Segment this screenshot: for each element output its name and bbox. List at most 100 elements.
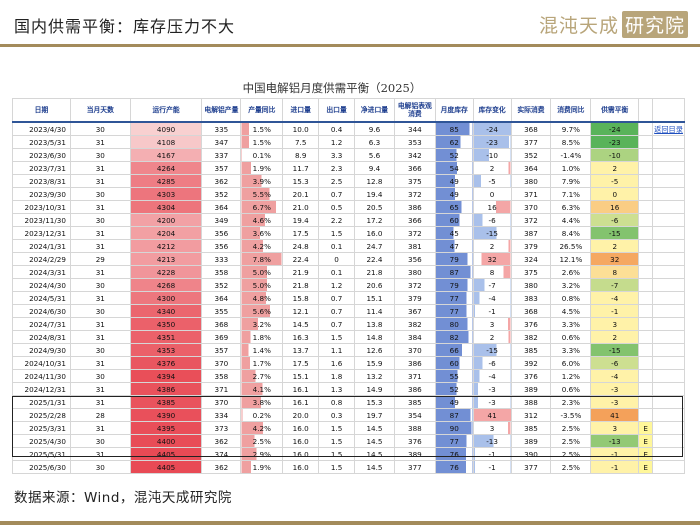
table-cell: 2025/4/30 — [12, 434, 71, 448]
header-rule — [0, 44, 700, 47]
table-cell: 2 — [590, 161, 640, 175]
table-cell: 79 — [434, 252, 474, 266]
table-cell: 31 — [69, 239, 131, 253]
table-cell: 30 — [69, 369, 131, 383]
table-cell: 1.2 — [318, 278, 356, 292]
table-cell: 386 — [393, 382, 436, 396]
table-cell: 2 — [472, 161, 512, 175]
table-cell: 28 — [69, 408, 131, 422]
table-row: 2025/5/31 31 4405 374 2.9% 16.0 1.5 14.5 389 76 -1… — [12, 447, 685, 461]
table-cell: -1 — [472, 460, 512, 474]
table-cell: 0.6% — [550, 382, 592, 396]
table-cell: 1.2 — [318, 135, 356, 149]
table-cell — [638, 369, 654, 383]
table-cell: 4167 — [129, 148, 203, 162]
table-cell: 0.1 — [318, 239, 356, 253]
table-cell: 30 — [69, 434, 131, 448]
table-cell: 62 — [434, 135, 474, 149]
table-cell: 0 — [318, 252, 356, 266]
table-cell-blank — [652, 291, 685, 305]
table-cell: 370 — [393, 343, 436, 357]
table-cell: 362 — [201, 434, 242, 448]
table-cell: 4108 — [129, 135, 203, 149]
table-cell: 4400 — [129, 434, 203, 448]
table-cell: 1.1 — [318, 343, 356, 357]
table-cell: 1.5 — [318, 447, 356, 461]
back-to-contents-link[interactable]: 返回目录 — [652, 121, 685, 136]
table-cell: 3 — [472, 317, 512, 331]
table-cell: 374 — [201, 447, 242, 461]
table-cell: -6 — [590, 356, 640, 370]
table-cell: 12.1 — [282, 304, 320, 318]
table-cell: 373 — [201, 421, 242, 435]
table-cell: 2.5% — [550, 434, 592, 448]
table-cell: 0.8% — [550, 291, 592, 305]
table-cell: 368 — [510, 121, 552, 136]
table-cell: 4285 — [129, 174, 203, 188]
table-cell: 31 — [69, 382, 131, 396]
table-cell: 4264 — [129, 161, 203, 175]
table-cell: 2.5% — [240, 434, 284, 448]
table-cell: 1.3 — [318, 382, 356, 396]
table-cell-blank — [652, 382, 685, 396]
table-cell — [638, 291, 654, 305]
table-cell: 31 — [69, 200, 131, 214]
table-cell-blank — [652, 200, 685, 214]
table-cell-blank — [652, 408, 685, 422]
table-cell: 10.0 — [282, 121, 320, 136]
table-cell: -4 — [472, 291, 512, 305]
table-cell: 2023/9/30 — [12, 187, 71, 201]
table-cell: 2023/4/30 — [12, 121, 71, 136]
table-cell — [638, 187, 654, 201]
table-cell: 49 — [434, 187, 474, 201]
table-cell-blank — [652, 434, 685, 448]
table-cell-blank — [652, 265, 685, 279]
table-cell: 2.5 — [318, 174, 356, 188]
table-cell: 2.5% — [550, 421, 592, 435]
table-cell: 13.8 — [354, 317, 395, 331]
table-cell: 1.5% — [240, 121, 284, 136]
column-header-blank — [638, 98, 654, 123]
table-cell: 9.7% — [550, 121, 592, 136]
table-cell: 31 — [69, 226, 131, 240]
table-cell: 385 — [510, 421, 552, 435]
table-cell: 80 — [434, 317, 474, 331]
table-cell: 4395 — [129, 421, 203, 435]
table-cell: 87 — [434, 265, 474, 279]
table-cell: 4405 — [129, 447, 203, 461]
table-cell: 6.3 — [354, 135, 395, 149]
table-cell-blank — [652, 187, 685, 201]
table-cell-blank — [652, 239, 685, 253]
table-cell: -15 — [590, 226, 640, 240]
table-cell: 356 — [201, 239, 242, 253]
table-cell: 9.4 — [354, 161, 395, 175]
table-cell: -24 — [472, 121, 512, 136]
table-row: 2023/4/30 30 4090 335 1.5% 10.0 0.4 9.6 344 85 -24… — [12, 121, 685, 136]
table-cell — [638, 252, 654, 266]
table-cell: 30 — [69, 148, 131, 162]
table-cell: 16.0 — [354, 226, 395, 240]
table-cell: 0.2% — [240, 408, 284, 422]
table-cell — [638, 200, 654, 214]
table-cell: 21.9 — [282, 265, 320, 279]
logo-text: 混沌天成 — [538, 14, 619, 37]
table-cell: 4385 — [129, 395, 203, 409]
table-cell: 3.3% — [550, 343, 592, 357]
table-cell: 2.6% — [550, 265, 592, 279]
table-cell: 52 — [434, 148, 474, 162]
table-cell: 8 — [472, 265, 512, 279]
table-cell: 0 — [590, 187, 640, 201]
table-cell-blank — [652, 369, 685, 383]
table-cell: -1 — [590, 460, 640, 474]
table-cell: 334 — [201, 408, 242, 422]
table-cell: 30 — [69, 304, 131, 318]
table-cell — [638, 265, 654, 279]
table-cell: 1.2% — [550, 369, 592, 383]
table-cell: 14.5 — [354, 421, 395, 435]
table-cell: 49 — [434, 395, 474, 409]
table-cell: 0.6% — [550, 330, 592, 344]
table-cell: 352 — [510, 148, 552, 162]
column-header: 进口量 — [282, 98, 320, 123]
table-cell: 388 — [393, 421, 436, 435]
table-cell: E — [638, 421, 654, 435]
